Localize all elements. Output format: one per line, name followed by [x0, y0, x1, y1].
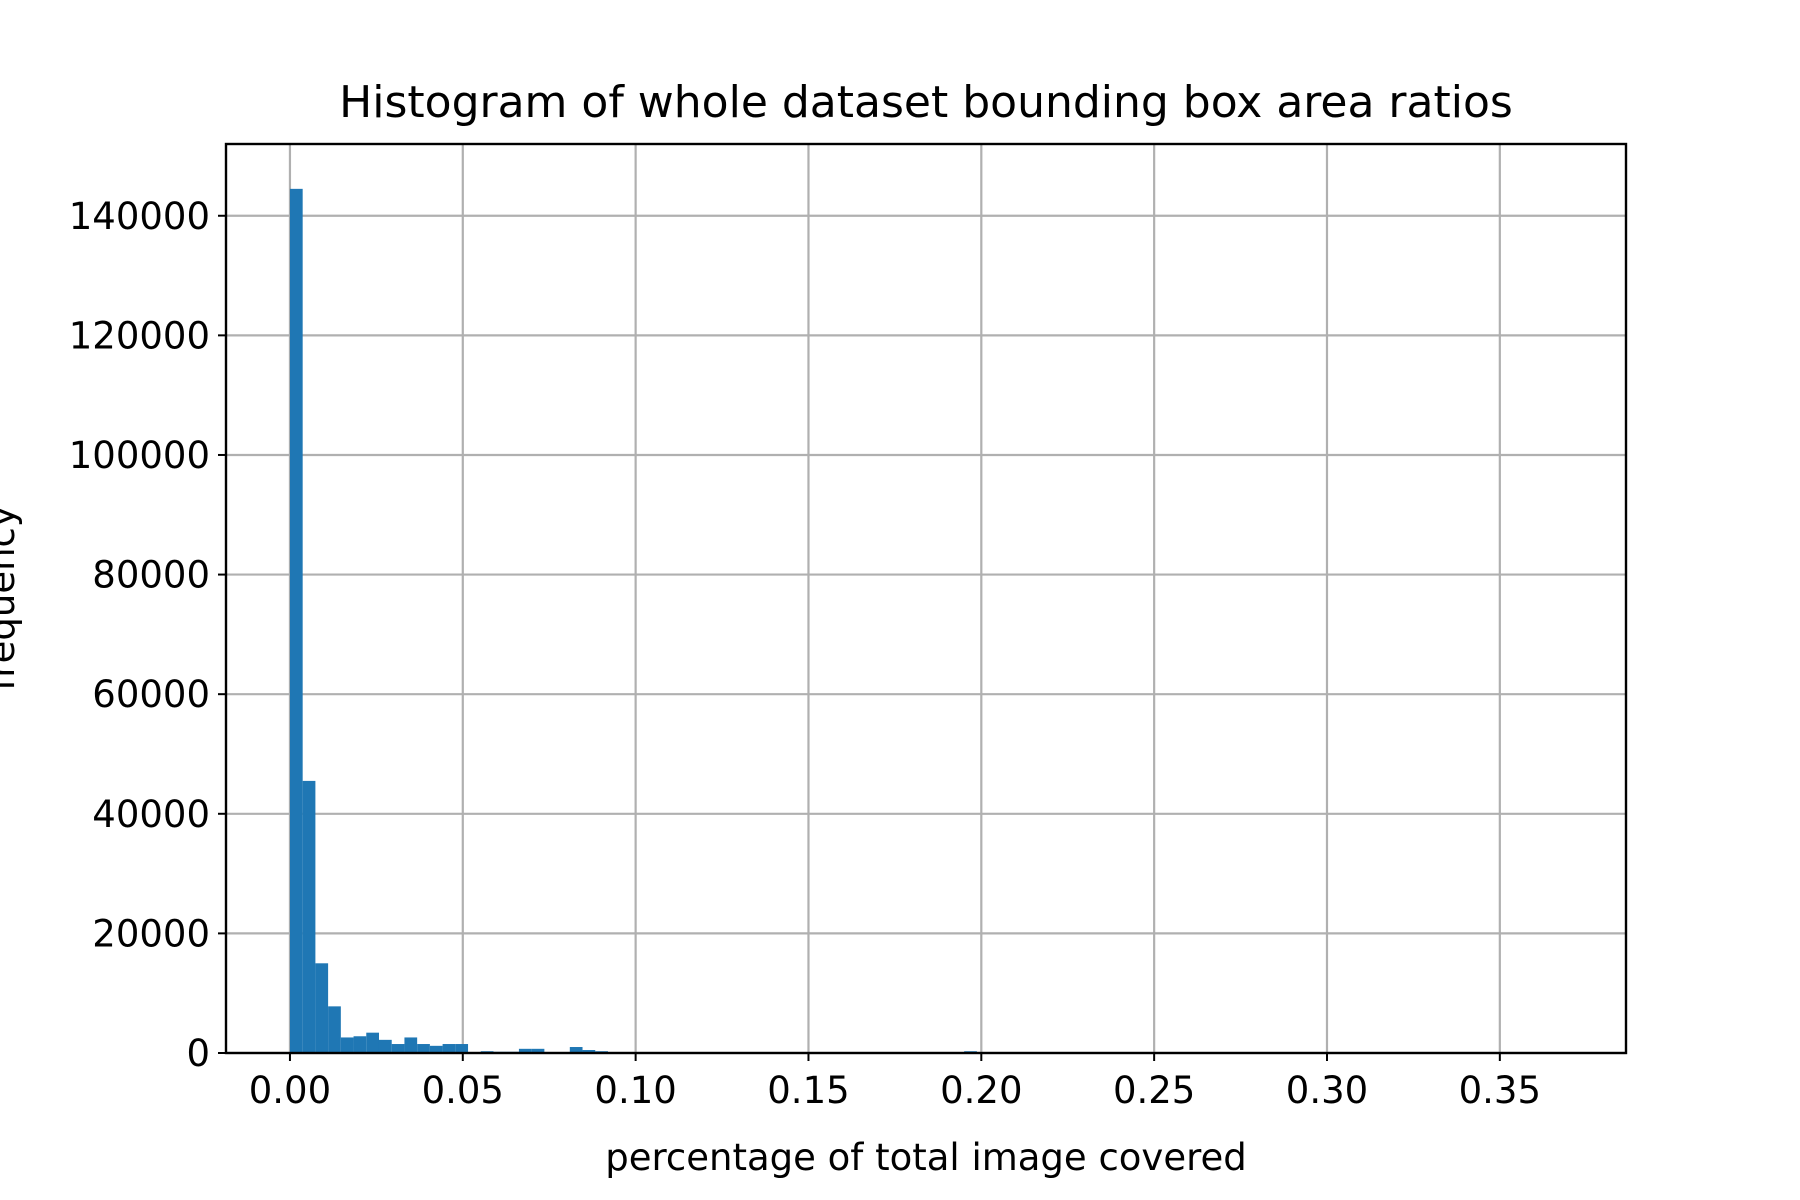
- x-tick-label-1: 0.05: [422, 1069, 504, 1112]
- x-tick-label-5: 0.25: [1113, 1069, 1195, 1112]
- x-tick-label-4: 0.20: [940, 1069, 1022, 1112]
- histogram-bar-19: [531, 1048, 545, 1053]
- y-tick-label-3: 60000: [92, 673, 210, 716]
- histogram-bar-18: [518, 1048, 532, 1053]
- histogram-bar-2: [315, 963, 329, 1053]
- histogram-bar-9: [404, 1037, 418, 1053]
- y-axis-label: frequency: [0, 505, 23, 691]
- histogram-bar-8: [391, 1044, 405, 1053]
- y-axis-ticks: 0 20000 40000 60000 80000 100000 120000 140000: [69, 195, 226, 1075]
- histogram-bar-7: [378, 1039, 392, 1053]
- chart-title: Histogram of whole dataset bounding box …: [339, 77, 1513, 128]
- histogram-bars: [289, 188, 977, 1053]
- histogram-bar-0: [289, 188, 303, 1053]
- y-tick-label-7: 140000: [69, 195, 210, 238]
- grid-lines: [226, 144, 1626, 1055]
- histogram-bar-5: [353, 1036, 367, 1053]
- histogram-bar-10: [417, 1044, 430, 1053]
- y-tick-label-0: 0: [186, 1032, 210, 1075]
- x-tick-label-7: 0.35: [1459, 1069, 1541, 1112]
- histogram-bar-1: [302, 780, 316, 1053]
- histogram-bar-22: [569, 1047, 583, 1053]
- x-axis-ticks: 0.00 0.05 0.10 0.15 0.20 0.25 0.30 0.35: [249, 1053, 1541, 1112]
- y-tick-label-4: 80000: [92, 554, 210, 597]
- y-tick-label-1: 20000: [92, 912, 210, 955]
- histogram-bar-3: [328, 1006, 341, 1053]
- histogram-bar-6: [366, 1032, 379, 1053]
- x-tick-label-0: 0.00: [249, 1069, 331, 1112]
- histogram-bar-13: [455, 1044, 469, 1053]
- y-tick-label-2: 40000: [92, 793, 210, 836]
- x-tick-label-6: 0.30: [1286, 1069, 1368, 1112]
- y-tick-label-6: 120000: [69, 314, 210, 357]
- histogram-bar-12: [442, 1044, 456, 1053]
- y-tick-label-5: 100000: [69, 434, 210, 477]
- histogram-bar-4: [340, 1037, 354, 1053]
- histogram-bar-23: [582, 1050, 596, 1053]
- x-tick-label-3: 0.15: [767, 1069, 849, 1112]
- x-tick-label-2: 0.10: [594, 1069, 676, 1112]
- plot-frame: [224, 142, 1628, 1055]
- histogram-bar-11: [429, 1045, 443, 1053]
- x-axis-label: percentage of total image covered: [605, 1136, 1246, 1179]
